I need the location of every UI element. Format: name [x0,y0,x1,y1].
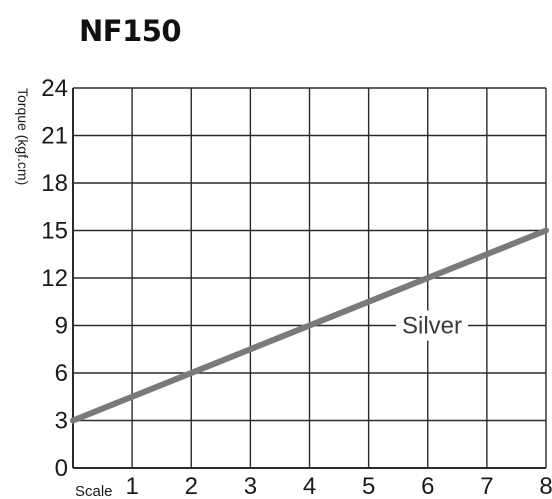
x-tick-label: 7 [480,473,493,499]
x-tick-label: 8 [539,473,552,499]
series-label-silver: Silver [402,313,462,340]
x-tick-label: 3 [244,473,257,499]
y-tick-label: 24 [41,75,68,102]
y-tick-label: 21 [41,123,68,150]
y-tick-label: 0 [55,455,68,482]
x-tick-label: 1 [125,473,138,499]
grid [73,88,546,468]
x-tick-label: 6 [421,473,434,499]
x-tick-label: 2 [185,473,198,499]
x-tick-label: 4 [303,473,316,499]
y-tick-label: 12 [41,265,68,292]
y-tick-label: 18 [41,170,68,197]
y-tick-label: 15 [41,218,68,245]
y-tick-label: 3 [55,408,68,435]
y-tick-label: 6 [55,360,68,387]
y-tick-label: 9 [55,313,68,340]
x-tick-label: 5 [362,473,375,499]
x-axis-label: Scale [75,483,113,499]
y-axis-label: Torque (kgf.cm) [15,88,31,185]
